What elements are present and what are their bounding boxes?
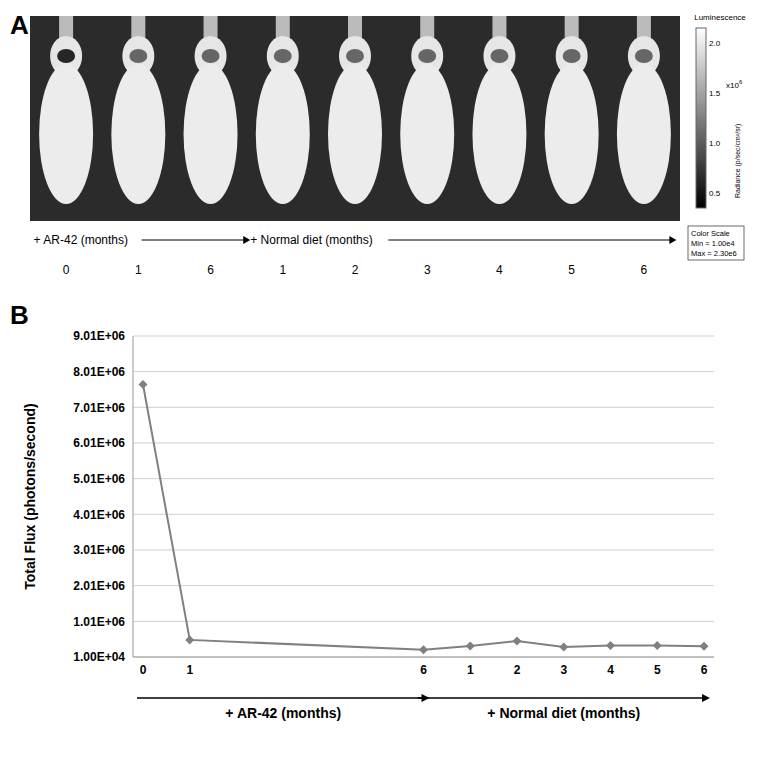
svg-text:Radiance (p/sec/cm²/sr): Radiance (p/sec/cm²/sr) bbox=[734, 124, 742, 198]
svg-text:2.0: 2.0 bbox=[709, 39, 721, 48]
svg-text:5: 5 bbox=[654, 663, 661, 677]
svg-text:6: 6 bbox=[701, 663, 708, 677]
svg-text:+ AR-42 (months): + AR-42 (months) bbox=[34, 233, 128, 247]
svg-text:4.01E+06: 4.01E+06 bbox=[73, 508, 125, 522]
svg-text:+ Normal diet (months): + Normal diet (months) bbox=[487, 705, 640, 721]
svg-text:5.01E+06: 5.01E+06 bbox=[73, 472, 125, 486]
svg-text:5: 5 bbox=[568, 263, 575, 277]
svg-text:+ AR-42 (months): + AR-42 (months) bbox=[225, 705, 341, 721]
svg-text:1: 1 bbox=[467, 663, 474, 677]
html-text:B: B bbox=[10, 300, 29, 330]
svg-text:6.01E+06: 6.01E+06 bbox=[73, 436, 125, 450]
svg-text:Total Flux (photons/second): Total Flux (photons/second) bbox=[22, 403, 38, 589]
svg-text:1.5: 1.5 bbox=[709, 89, 721, 98]
svg-text:4: 4 bbox=[607, 663, 614, 677]
svg-text:9.01E+06: 9.01E+06 bbox=[73, 329, 125, 343]
svg-text:0: 0 bbox=[63, 263, 70, 277]
svg-text:8.01E+06: 8.01E+06 bbox=[73, 365, 125, 379]
svg-text:x106: x106 bbox=[726, 79, 743, 90]
svg-text:2.01E+06: 2.01E+06 bbox=[73, 579, 125, 593]
svg-text:7.01E+06: 7.01E+06 bbox=[73, 401, 125, 415]
svg-text:3: 3 bbox=[560, 663, 567, 677]
svg-text:0: 0 bbox=[140, 663, 147, 677]
svg-text:1.00E+04: 1.00E+04 bbox=[73, 650, 125, 664]
svg-text:1.0: 1.0 bbox=[709, 139, 721, 148]
svg-text:Max = 2.30e6: Max = 2.30e6 bbox=[691, 249, 737, 258]
svg-text:+ Normal diet (months): + Normal diet (months) bbox=[250, 233, 372, 247]
svg-text:4: 4 bbox=[496, 263, 503, 277]
svg-text:A: A bbox=[10, 10, 29, 40]
svg-text:Color Scale: Color Scale bbox=[691, 229, 730, 238]
svg-text:6: 6 bbox=[207, 263, 214, 277]
svg-text:6: 6 bbox=[420, 663, 427, 677]
svg-text:0.5: 0.5 bbox=[709, 189, 721, 198]
svg-text:1: 1 bbox=[186, 663, 193, 677]
svg-text:1: 1 bbox=[279, 263, 286, 277]
svg-text:6: 6 bbox=[641, 263, 648, 277]
svg-text:1: 1 bbox=[135, 263, 142, 277]
svg-text:2: 2 bbox=[514, 663, 521, 677]
svg-text:1.01E+06: 1.01E+06 bbox=[73, 615, 125, 629]
svg-text:2: 2 bbox=[352, 263, 359, 277]
svg-text:3: 3 bbox=[424, 263, 431, 277]
svg-text:Luminescence: Luminescence bbox=[694, 13, 746, 22]
svg-text:3.01E+06: 3.01E+06 bbox=[73, 543, 125, 557]
svg-text:Min = 1.00e4: Min = 1.00e4 bbox=[691, 239, 735, 248]
